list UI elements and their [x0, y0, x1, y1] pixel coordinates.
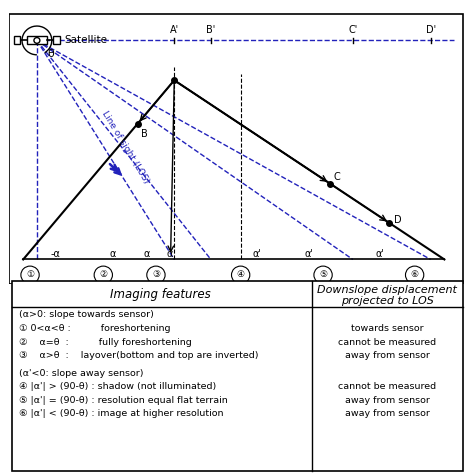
Text: ②: ② [99, 271, 107, 280]
Text: ① 0<α<θ :          foreshortening: ① 0<α<θ : foreshortening [18, 324, 170, 333]
Text: Satellite: Satellite [64, 35, 108, 45]
Text: Line of sight (LOS): Line of sight (LOS) [100, 110, 151, 185]
Text: B': B' [206, 25, 216, 35]
Text: θ: θ [47, 49, 54, 59]
Text: ④ |α'| > (90-θ) : shadow (not illuminated): ④ |α'| > (90-θ) : shadow (not illuminate… [18, 382, 216, 391]
Text: ①: ① [26, 271, 34, 280]
Text: A': A' [170, 25, 179, 35]
Bar [53, 36, 60, 44]
Text: ④: ④ [236, 271, 244, 280]
Text: (α>0: slope towards sensor): (α>0: slope towards sensor) [18, 310, 153, 319]
Text: D': D' [426, 25, 436, 35]
FancyBboxPatch shape [27, 36, 47, 44]
Text: B: B [141, 129, 148, 139]
Text: away from sensor: away from sensor [345, 409, 430, 418]
Text: ⑥ |α'| < (90-θ) : image at higher resolution: ⑥ |α'| < (90-θ) : image at higher resolu… [18, 409, 223, 418]
Text: α: α [167, 249, 173, 259]
Text: ③    α>θ  :    layover(bottom and top are inverted): ③ α>θ : layover(bottom and top are inver… [18, 351, 258, 360]
Text: Imaging features: Imaging features [110, 288, 211, 301]
Bar [14, 36, 20, 44]
Text: (α'<0: slope away sensor): (α'<0: slope away sensor) [18, 368, 143, 377]
Text: ②    α=θ  :          fully foreshortening: ② α=θ : fully foreshortening [18, 338, 191, 347]
Text: towards sensor: towards sensor [351, 324, 423, 333]
Text: ③: ③ [152, 271, 160, 280]
Text: α: α [143, 249, 150, 259]
Text: α': α' [376, 249, 385, 259]
Text: Downslope displacement
projected to LOS: Downslope displacement projected to LOS [317, 285, 457, 307]
Text: ⑤: ⑤ [319, 271, 327, 280]
Text: ⑤ |α'| = (90-θ) : resolution equal flat terrain: ⑤ |α'| = (90-θ) : resolution equal flat … [18, 396, 228, 405]
Text: cannot be measured: cannot be measured [338, 338, 436, 347]
Text: D: D [394, 215, 402, 225]
Text: C: C [334, 172, 340, 182]
Text: α: α [109, 249, 116, 259]
Text: ⑥: ⑥ [411, 271, 419, 280]
Text: away from sensor: away from sensor [345, 396, 430, 405]
Text: cannot be measured: cannot be measured [338, 382, 436, 391]
Text: α': α' [305, 249, 314, 259]
Text: away from sensor: away from sensor [345, 351, 430, 360]
Text: α': α' [252, 249, 261, 259]
Text: C': C' [348, 25, 357, 35]
Text: -α: -α [51, 249, 60, 259]
